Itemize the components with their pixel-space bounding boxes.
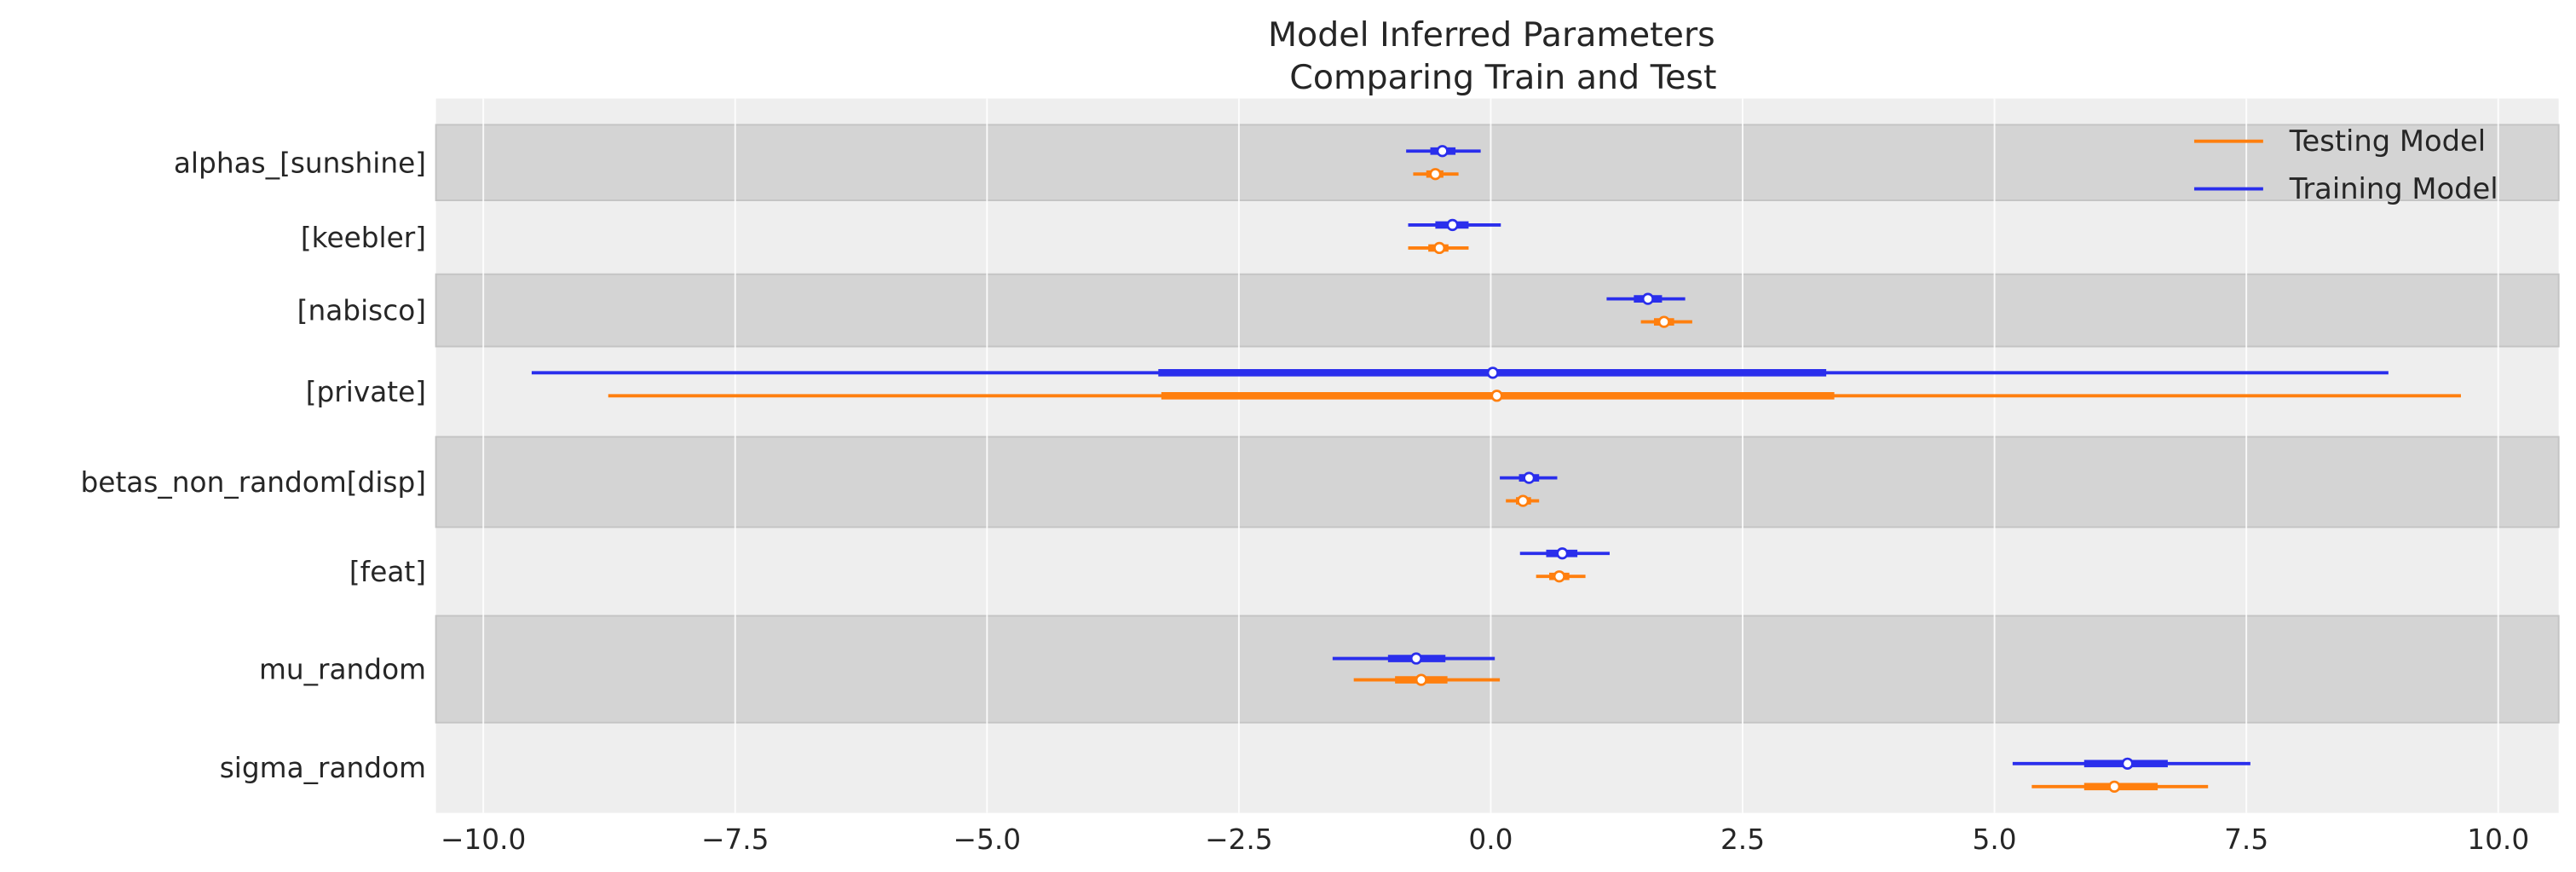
median-point <box>1446 218 1459 232</box>
median-point <box>1429 168 1442 181</box>
x-tick-label: 10.0 <box>2467 823 2529 856</box>
median-point <box>1433 241 1446 255</box>
chart-title-line-1: Model Inferred Parameters <box>1268 15 1715 55</box>
x-tick-label: −2.5 <box>1205 823 1273 856</box>
y-tick-label: [keebler] <box>301 222 426 254</box>
x-tick-label: −7.5 <box>701 823 769 856</box>
median-point <box>1517 494 1530 507</box>
median-point <box>1556 547 1569 560</box>
x-tick-label: 5.0 <box>1973 823 2017 856</box>
x-tick-label: 2.5 <box>1720 823 1765 856</box>
y-tick-label: alphas_[sunshine] <box>174 147 426 179</box>
legend-label: Training Model <box>2289 172 2498 205</box>
median-point <box>1409 652 1423 665</box>
median-point <box>2108 780 2121 793</box>
median-point <box>1657 315 1670 328</box>
legend: Testing Model Training Model <box>2193 124 2498 205</box>
median-point <box>1486 367 1499 379</box>
y-tick-label: betas_non_random[disp] <box>81 466 427 499</box>
median-point <box>2121 757 2134 770</box>
median-point <box>1523 471 1536 484</box>
x-tick-label: −10.0 <box>441 823 526 856</box>
x-tick-label: 0.0 <box>1468 823 1513 856</box>
gridlines <box>482 98 2499 813</box>
y-tick-label: [feat] <box>349 556 426 588</box>
median-point <box>1641 292 1655 305</box>
row-band <box>435 273 2560 348</box>
y-tick-label: mu_random <box>259 654 426 686</box>
median-point <box>1415 673 1428 686</box>
x-axis-tick-labels: −10.0 −7.5 −5.0 −2.5 0.0 2.5 5.0 7.5 10.0 <box>441 823 2529 856</box>
row-bands <box>435 98 2560 813</box>
x-tick-label: −5.0 <box>954 823 1022 856</box>
row-band <box>435 436 2560 528</box>
y-tick-label: [nabisco] <box>297 295 426 327</box>
chart-title-line-2: Comparing Train and Test <box>1289 58 1716 97</box>
intervals <box>531 145 2461 793</box>
legend-label: Testing Model <box>2289 124 2486 158</box>
x-tick-label: 7.5 <box>2224 823 2268 856</box>
y-tick-label: sigma_random <box>220 752 426 784</box>
row-band <box>435 615 2560 724</box>
median-point <box>1553 570 1565 583</box>
median-point <box>1436 145 1449 158</box>
median-point <box>1490 390 1503 402</box>
y-tick-label: [private] <box>306 376 426 408</box>
y-axis-labels: alphas_[sunshine] [keebler] [nabisco] [priv… <box>81 147 427 784</box>
